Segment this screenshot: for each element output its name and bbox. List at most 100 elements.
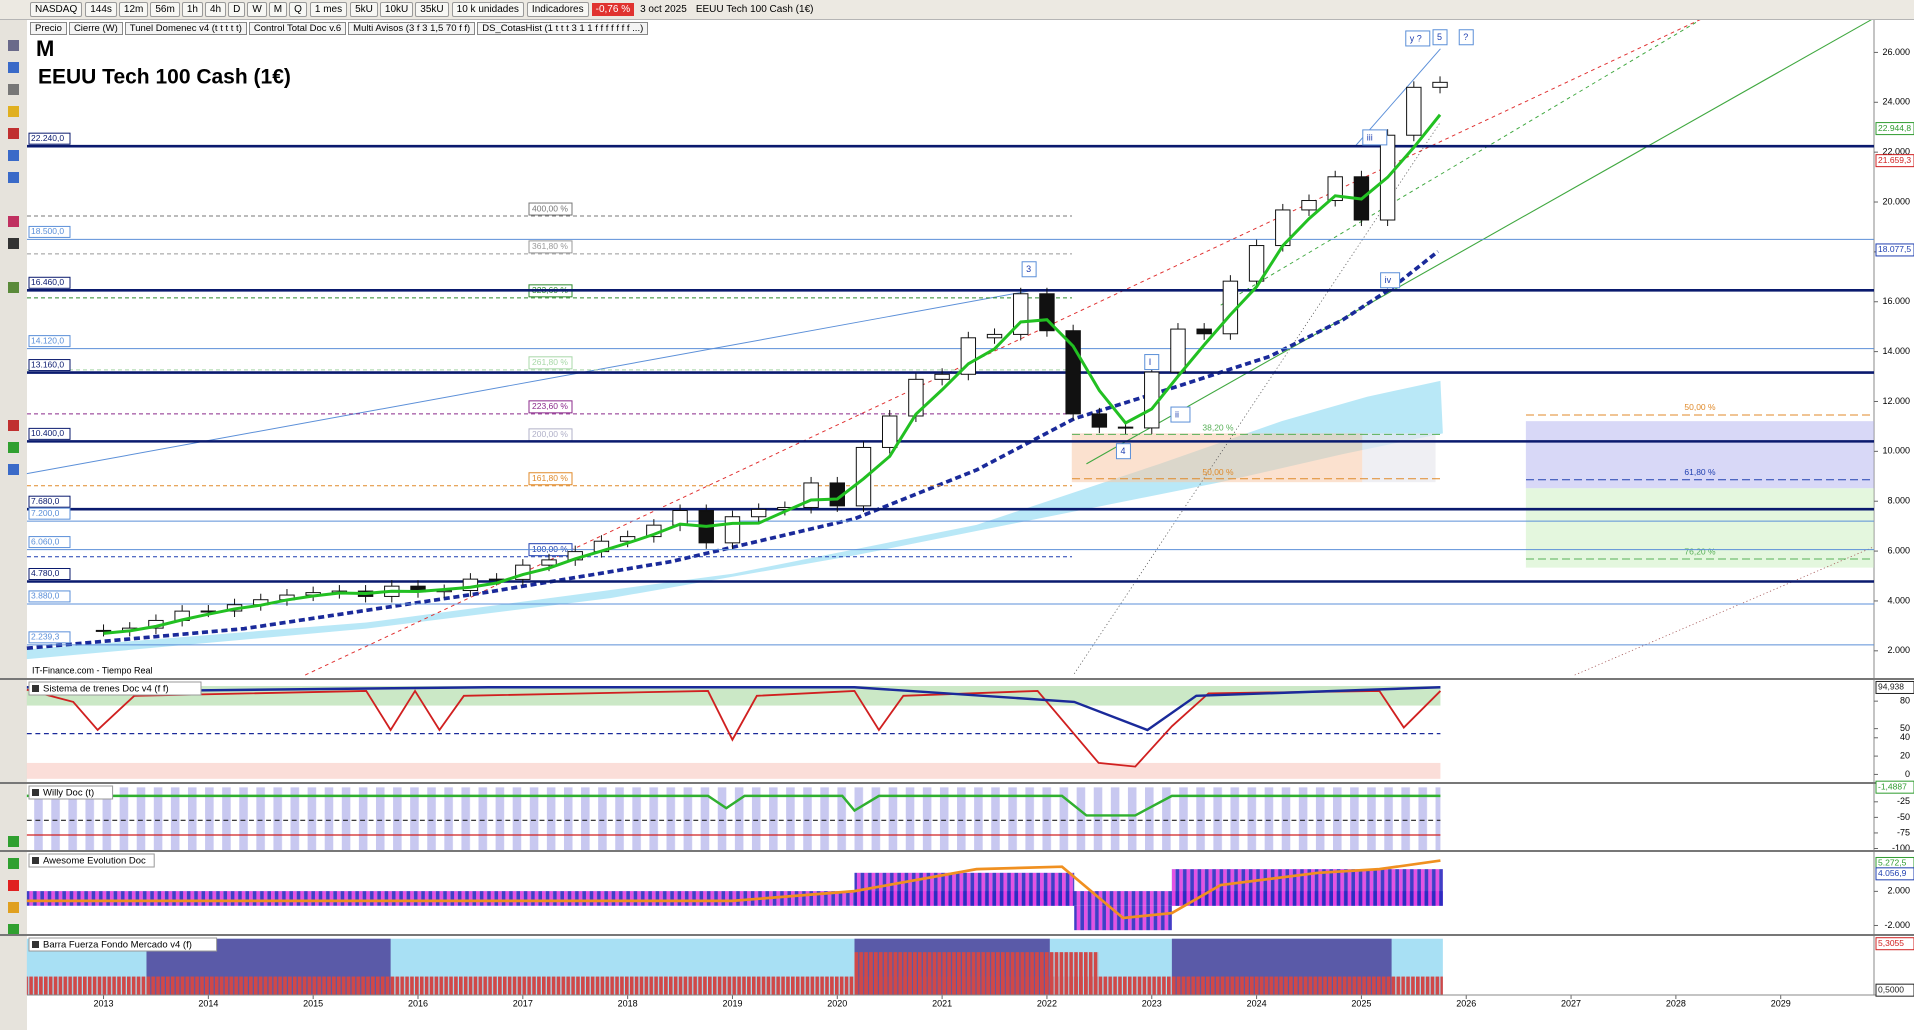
panel-tick-label: -100 [1892, 843, 1910, 853]
fib-label: 161,80 % [532, 473, 568, 483]
candle-body [881, 415, 898, 448]
x-tick-label: 2023 [1142, 998, 1162, 1008]
level-label-box [28, 335, 71, 348]
candle-body [855, 446, 872, 507]
level-label: 18.500,0 [31, 226, 64, 236]
wave-label-box [1380, 272, 1401, 289]
candle-body [1432, 81, 1448, 88]
panel-tick-label: -75 [1897, 827, 1910, 837]
panel-title: Willy Doc (t) [43, 788, 94, 799]
x-tick-label: 2026 [1456, 998, 1476, 1008]
tools[interactable] [8, 40, 19, 935]
candle-body [934, 373, 950, 380]
fib-label: 261,80 % [532, 357, 568, 367]
panel-marker: 5,3055 [1878, 938, 1904, 948]
zone-label: 50,00 % [1684, 402, 1716, 412]
level-label-box [28, 495, 71, 508]
period-button[interactable]: 4h [204, 2, 227, 17]
wave-label: ii [1175, 409, 1179, 419]
fib-label-box [528, 356, 573, 370]
panel-marker-box [1875, 937, 1914, 951]
panel-tick-label: 50 [1900, 723, 1910, 733]
panel-tick-label: 80 [1900, 696, 1910, 706]
period-button[interactable]: 144s [85, 2, 117, 17]
wave-label: I [1149, 357, 1152, 367]
indicator-tag[interactable]: Tunel Domenec v4 (t t t t t) [124, 22, 247, 35]
panel-icon [32, 789, 39, 796]
price-marker-box [1875, 122, 1914, 136]
date: 3 oct 2025 [640, 4, 687, 15]
fib-label: 223,60 % [532, 401, 568, 411]
box-label: 38,20 % [1202, 423, 1234, 433]
x-tick-label: 2025 [1351, 998, 1371, 1008]
unit-button[interactable]: 5kU [350, 2, 378, 17]
candle-body [1327, 176, 1343, 202]
x-tick-label: 2014 [198, 998, 218, 1008]
candle-body [1406, 86, 1422, 136]
indicators-button[interactable]: Indicadores [526, 2, 589, 17]
price-marker-box [1875, 154, 1914, 168]
wave-label: 4 [1120, 446, 1125, 456]
x-tick-label: 2024 [1247, 998, 1267, 1008]
level-label: 7.680,0 [31, 496, 60, 506]
wave-label-box [1432, 29, 1448, 46]
moving-average [103, 113, 1442, 635]
candle-body [1301, 200, 1317, 211]
level-label-box [28, 507, 71, 520]
period-buttons: 144s 12m 56m 1h 4h D W M Q [85, 2, 307, 17]
period-label: M [36, 36, 54, 61]
zone-label: 76,20 % [1684, 546, 1716, 556]
candle-body [1065, 330, 1081, 415]
indicator-tag[interactable]: Precio [30, 22, 67, 35]
indicator-tag[interactable]: DS_CotasHist (1 t t t 3 1 1 f f f f f f … [477, 22, 649, 35]
period-button[interactable]: 12m [118, 2, 149, 17]
panel-marker: 4.056,9 [1878, 868, 1907, 878]
indicator-tag[interactable]: Multi Avisos (3 f 3 1,5 70 f f) [348, 22, 476, 35]
period-button[interactable]: 56m [150, 2, 180, 17]
y-tick-label: 24.000 [1882, 97, 1910, 107]
panel-title-box [28, 785, 114, 800]
candle-body [95, 629, 112, 632]
indicator-tag[interactable]: Control Total Doc v.6 [248, 22, 347, 35]
y-tick-label: 6.000 [1887, 545, 1910, 555]
period-button[interactable]: D [228, 2, 246, 17]
y-tick-label: 10.000 [1882, 446, 1910, 456]
level-label: 22.240,0 [31, 133, 64, 143]
panel-marker-box [1875, 680, 1914, 694]
wave-label: 5 [1437, 32, 1442, 42]
level-label: 2.239,3 [31, 632, 60, 642]
period-button[interactable]: W [247, 2, 267, 17]
price-marker-box [1875, 243, 1914, 257]
unit-button[interactable]: 10kU [379, 2, 414, 17]
level-label: 13.160,0 [31, 359, 64, 369]
symbol-select[interactable]: NASDAQ [30, 2, 83, 17]
fib-label: 400,00 % [532, 203, 568, 213]
panel-tick-label: -50 [1897, 812, 1910, 822]
range-select[interactable]: 1 mes [309, 2, 348, 17]
y-tick-label: 20.000 [1882, 196, 1910, 206]
unit-button[interactable]: 35kU [415, 2, 449, 17]
fib-label: 200,00 % [532, 429, 568, 439]
fib-label-box [528, 202, 573, 216]
wave-label: iii [1367, 132, 1373, 142]
x-tick-label: 2015 [303, 998, 323, 1008]
units-select[interactable]: 10 k unidades [451, 2, 524, 17]
chart-title: EEUU Tech 100 Cash (1€) [38, 66, 291, 89]
level-label: 16.460,0 [31, 277, 64, 287]
wave-label-box [1021, 261, 1037, 278]
unit-buttons: 5kU 10kU 35kU [350, 2, 449, 17]
period-button[interactable]: Q [289, 2, 307, 17]
period-button[interactable]: M [268, 2, 288, 17]
instrument: EEUU Tech 100 Cash (1€) [695, 4, 814, 15]
period-button[interactable]: 1h [181, 2, 203, 17]
indicator-tag[interactable]: Cierre (W) [68, 22, 123, 35]
change: -0,76 % [591, 3, 635, 16]
level-label-box [28, 276, 71, 289]
level-label-box [28, 427, 71, 440]
fib-label-box [528, 240, 573, 254]
toolbar: NASDAQ 144s 12m 56m 1h 4h D W M Q 1 mes 5kU 10kU 3… [0, 0, 1914, 20]
wave-label: 3 [1026, 264, 1031, 274]
wave-label-box [1115, 443, 1131, 460]
panel-marker-box [1875, 780, 1914, 794]
box-label: 50,00 % [1202, 467, 1234, 477]
